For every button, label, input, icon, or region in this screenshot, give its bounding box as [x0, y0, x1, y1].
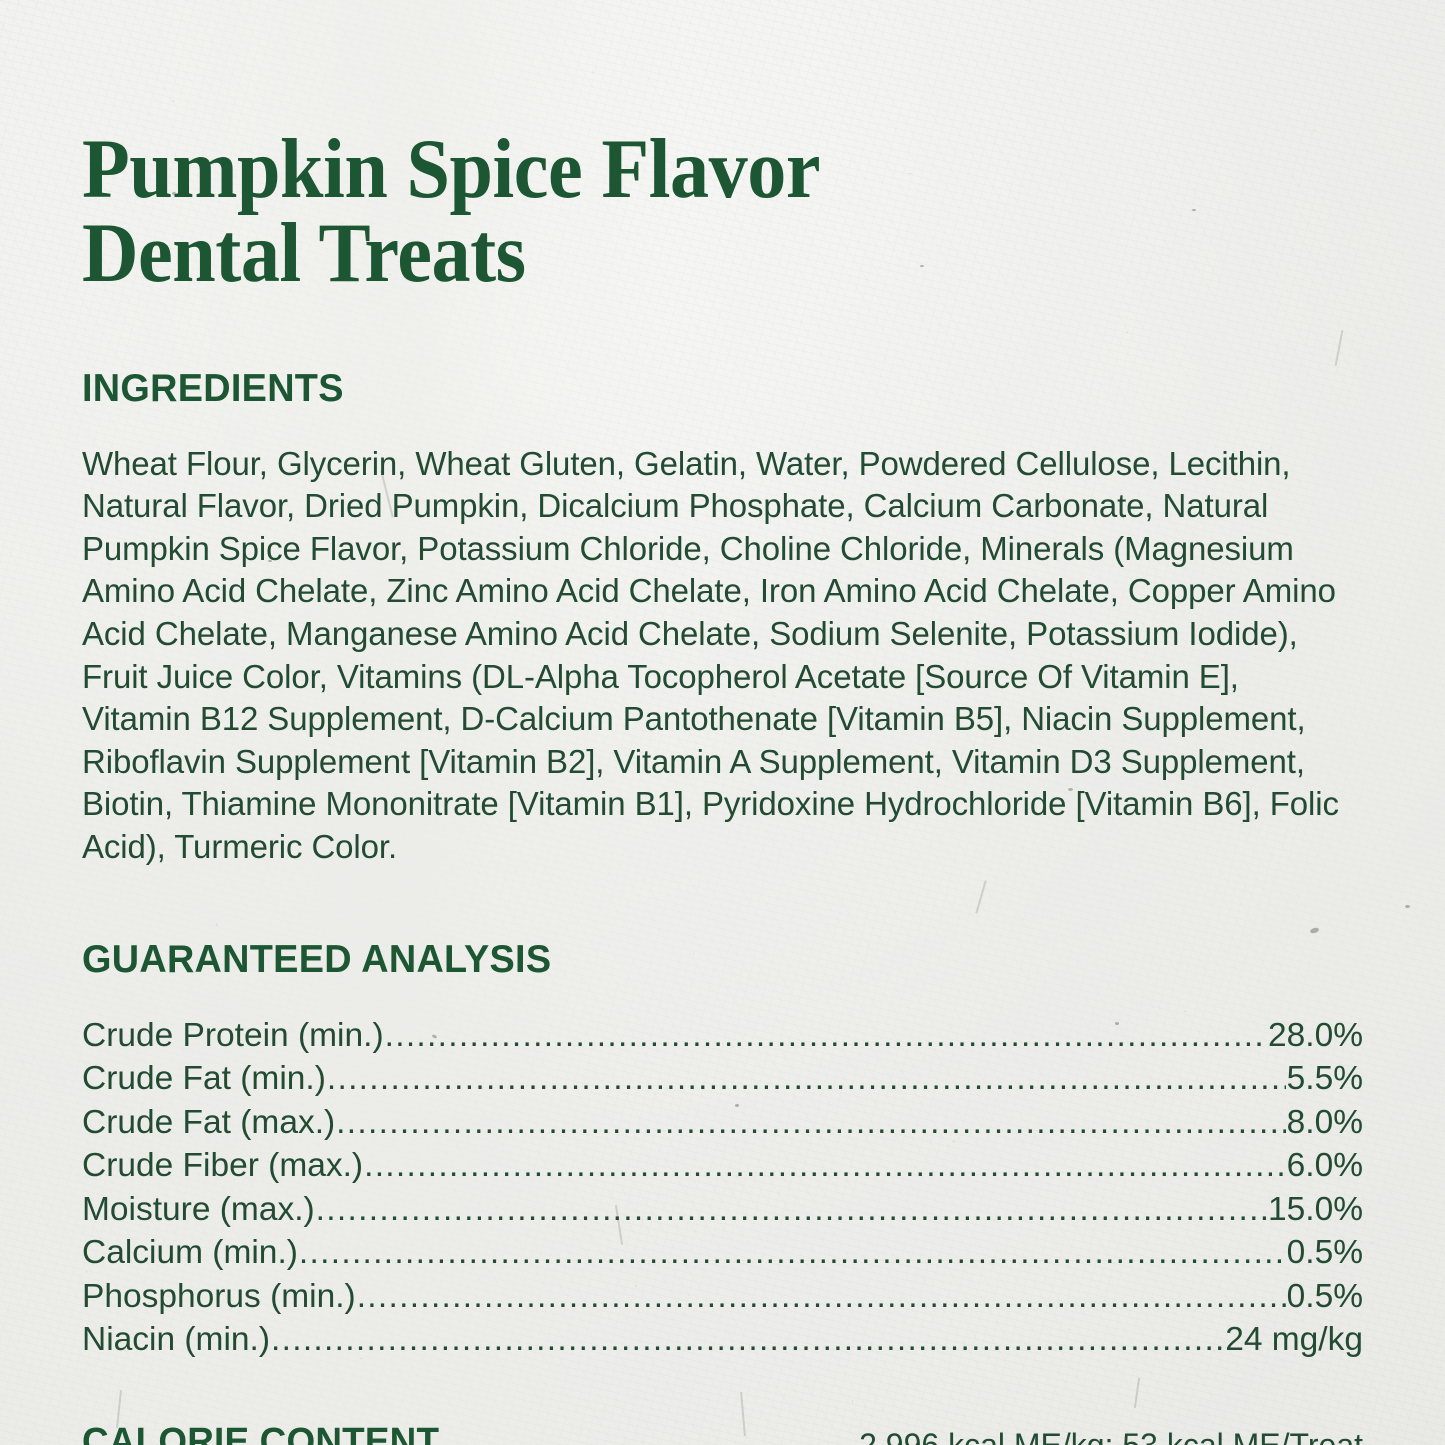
dotted-leader — [357, 1280, 1286, 1314]
guaranteed-analysis-table: Crude Protein (min.) 28.0% Crude Fat (mi… — [82, 1014, 1363, 1362]
analysis-value: 15.0% — [1268, 1190, 1363, 1228]
analysis-row: Phosphorus (min.) 0.5% — [82, 1275, 1363, 1319]
analysis-row: Crude Protein (min.) 28.0% — [82, 1014, 1363, 1058]
ingredients-heading: INGREDIENTS — [82, 367, 344, 411]
calorie-content-value: 2,996 kcal ME/kg; 53 kcal ME/Treat — [859, 1426, 1363, 1445]
analysis-label: Crude Protein (min.) — [82, 1016, 384, 1054]
analysis-value: 5.5% — [1286, 1060, 1363, 1098]
dotted-leader — [316, 1193, 1267, 1227]
analysis-value: 28.0% — [1268, 1016, 1363, 1054]
analysis-row: Moisture (max.) 15.0% — [82, 1188, 1363, 1232]
label-content: Pumpkin Spice Flavor Dental Treats INGRE… — [0, 57, 1445, 1445]
analysis-label: Crude Fat (min.) — [82, 1060, 326, 1098]
ingredients-text: Wheat Flour, Glycerin, Wheat Gluten, Gel… — [82, 445, 1339, 866]
dotted-leader — [299, 1236, 1286, 1270]
calorie-content-block: CALORIE CONTENT (CALCULATED) 2,996 kcal … — [82, 1422, 1363, 1445]
analysis-label: Crude Fat (max.) — [82, 1103, 336, 1141]
dotted-leader — [336, 1106, 1285, 1140]
dotted-leader — [364, 1149, 1286, 1183]
analysis-label: Niacin (min.) — [82, 1321, 270, 1359]
analysis-value: 0.5% — [1286, 1277, 1363, 1315]
analysis-label: Calcium (min.) — [82, 1234, 298, 1272]
analysis-label: Phosphorus (min.) — [82, 1277, 356, 1315]
analysis-row: Crude Fat (max.) 8.0% — [82, 1101, 1363, 1145]
guaranteed-analysis-heading: GUARANTEED ANALYSIS — [82, 937, 552, 981]
analysis-value: 24 mg/kg — [1225, 1321, 1363, 1359]
product-title: Pumpkin Spice Flavor Dental Treats — [82, 121, 821, 301]
calorie-content-heading: CALORIE CONTENT — [82, 1420, 440, 1445]
analysis-label: Moisture (max.) — [82, 1190, 315, 1228]
analysis-row: Crude Fat (min.) 5.5% — [82, 1057, 1363, 1101]
analysis-row: Calcium (min.) 0.5% — [82, 1231, 1363, 1275]
calorie-heading-group: CALORIE CONTENT (CALCULATED) — [82, 1422, 822, 1445]
analysis-row: Niacin (min.) 24 mg/kg — [82, 1318, 1363, 1362]
dotted-leader — [327, 1062, 1286, 1096]
analysis-label: Crude Fiber (max.) — [82, 1147, 364, 1185]
dotted-leader — [385, 1019, 1267, 1053]
analysis-value: 8.0% — [1286, 1103, 1363, 1141]
analysis-value: 0.5% — [1286, 1234, 1363, 1272]
dotted-leader — [271, 1323, 1224, 1357]
analysis-value: 6.0% — [1286, 1147, 1363, 1185]
analysis-row: Crude Fiber (max.) 6.0% — [82, 1144, 1363, 1188]
